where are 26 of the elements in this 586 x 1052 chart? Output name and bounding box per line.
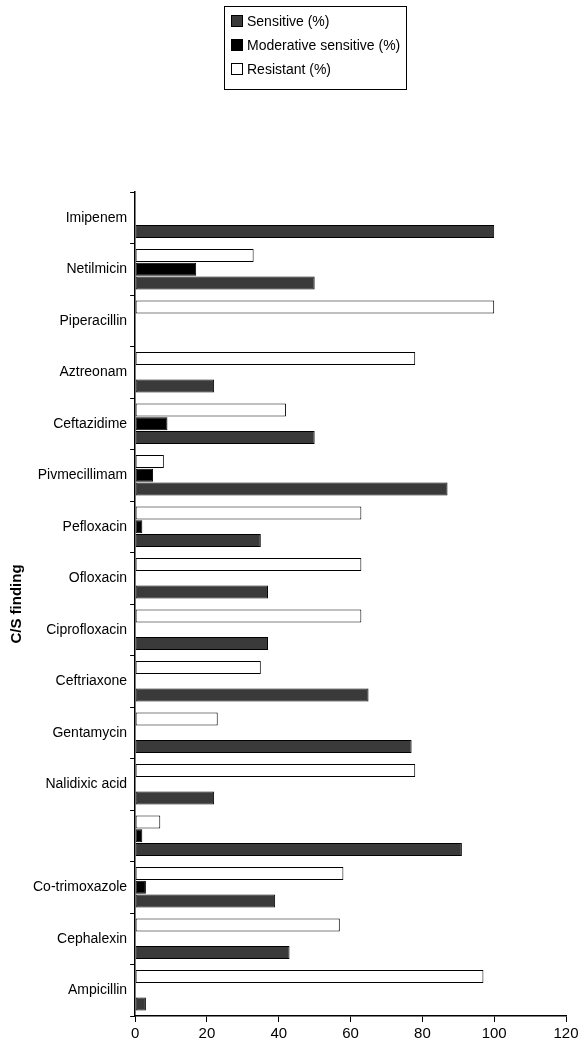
x-tick-label: 40: [270, 1024, 288, 1042]
x-tick-label: 100: [481, 1024, 507, 1042]
x-tick-label: 20: [198, 1024, 216, 1042]
y-tick-label: Ciprofloxacin: [46, 620, 128, 637]
x-tick-label: 0: [130, 1024, 140, 1042]
y-tick-label: Pivmecillimam: [37, 466, 128, 483]
y-tick-label: Piperacillin: [59, 311, 128, 328]
y-tick-label: Aztreonam: [59, 363, 128, 380]
y-tick-label: Gentamycin: [52, 723, 128, 740]
y-axis-title: C/S finding: [7, 564, 25, 644]
y-tick-label: Ofloxacin: [68, 569, 128, 586]
y-tick-label: Nalidixic acid: [45, 775, 128, 792]
y-tick-label: Ceftriaxone: [55, 672, 128, 689]
y-tick-label: Cephalexin: [57, 929, 128, 946]
legend-label: Resistant (%): [247, 61, 332, 77]
x-tick-label: 60: [342, 1024, 359, 1042]
y-tick-label: Netilmicin: [66, 260, 128, 277]
y-tick-label: Pefloxacin: [62, 517, 128, 534]
y-tick-label: Co-trimoxazole: [33, 878, 128, 895]
y-tick-label: Ceftazidime: [53, 414, 128, 431]
y-tick-label: Imipenem: [65, 208, 128, 225]
y-tick-label: Ampicillin: [68, 981, 128, 998]
x-tick-label: 80: [414, 1024, 431, 1042]
legend-label: Moderative sensitive (%): [247, 37, 401, 53]
x-tick-label: 120: [553, 1024, 579, 1042]
legend-label: Sensitive (%): [247, 13, 330, 29]
